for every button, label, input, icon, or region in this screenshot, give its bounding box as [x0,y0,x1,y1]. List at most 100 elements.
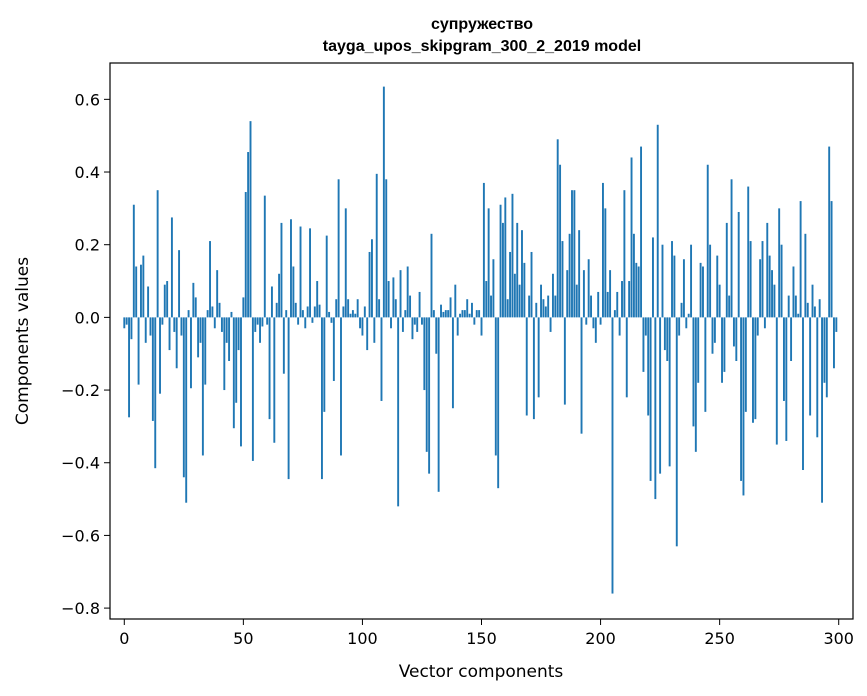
bar-197 [592,317,595,329]
bar-222 [652,237,654,318]
bar-268 [761,241,764,318]
bar-112 [390,317,392,329]
bar-182 [556,139,559,318]
bar-264 [752,317,754,423]
bar-230 [671,241,673,318]
bar-69 [287,317,290,480]
bar-146 [471,302,473,318]
bar-282 [794,295,797,318]
bar-165 [516,222,519,318]
bar-95 [349,313,352,318]
bar-10 [147,286,150,318]
bar-171 [530,251,533,318]
bar-166 [518,284,521,318]
bar-293 [821,317,823,503]
bar-183 [559,164,562,318]
bar-90 [337,179,340,318]
bar-86 [328,311,331,318]
bar-224 [656,124,659,318]
y-axis-label: Components values [13,257,33,425]
bar-289 [811,284,814,318]
bar-255 [730,179,733,318]
bar-157 [497,317,500,489]
bar-107 [378,299,381,318]
bar-88 [332,317,335,381]
bar-199 [597,291,600,318]
bar-3 [130,317,133,340]
bar-46 [232,317,235,429]
bar-147 [473,317,476,325]
x-tick-label-150: 150 [466,629,497,648]
bar-195 [587,259,590,318]
bar-233 [678,317,681,336]
bar-250 [718,284,721,318]
bar-209 [621,281,623,318]
bar-246 [709,244,712,318]
bar-series [123,86,838,594]
bar-206 [613,310,616,318]
bar-275 [778,208,781,318]
bar-38 [213,317,216,329]
bar-254 [728,295,731,318]
bar-187 [568,233,571,318]
x-tick-label-100: 100 [347,629,378,648]
bar-241 [697,317,700,383]
bar-174 [537,317,540,398]
bar-158 [499,204,502,318]
bar-132 [437,317,440,492]
bar-47 [235,317,238,403]
bar-104 [371,239,373,318]
bar-122 [413,317,416,325]
bar-34 [204,317,207,385]
bar-35 [206,310,209,318]
bar-177 [544,306,547,318]
bar-263 [749,241,752,318]
bar-278 [785,317,788,441]
y-tick-label-1: −0.6 [61,526,100,545]
bar-179 [549,317,552,332]
bar-243 [702,266,704,318]
bar-26 [185,317,188,503]
bar-294 [823,317,826,383]
bar-14 [156,190,159,318]
bar-8 [142,255,145,318]
bar-123 [416,317,419,332]
bar-269 [763,317,766,329]
bar-74 [299,226,302,318]
bar-142 [461,310,464,318]
x-tick-label-300: 300 [823,629,854,648]
bar-143 [463,310,466,318]
bar-259 [740,317,743,481]
bar-153 [487,208,490,318]
bar-249 [716,255,719,318]
bar-15 [159,317,161,394]
bar-16 [161,317,164,325]
bar-160 [504,197,507,318]
bar-247 [711,317,714,354]
bar-37 [211,306,214,318]
bar-173 [535,302,538,318]
bar-108 [380,317,383,401]
bar-273 [773,284,776,318]
bar-145 [468,313,471,318]
bar-180 [551,273,554,318]
bar-43 [225,317,228,343]
bar-55 [254,317,257,332]
bar-97 [354,313,357,318]
bar-283 [797,313,800,318]
bar-211 [625,317,628,398]
bar-70 [290,219,292,318]
bar-156 [494,317,497,456]
bar-91 [340,317,342,456]
bar-27 [187,310,190,318]
bar-65 [278,273,281,318]
bar-28 [190,317,192,389]
bar-120 [409,295,412,318]
bar-149 [478,310,481,318]
y-tick-label-6: 0.4 [75,163,100,182]
bar-68 [285,310,288,318]
bar-201 [602,182,604,318]
bar-89 [335,299,338,318]
bar-175 [540,284,542,318]
